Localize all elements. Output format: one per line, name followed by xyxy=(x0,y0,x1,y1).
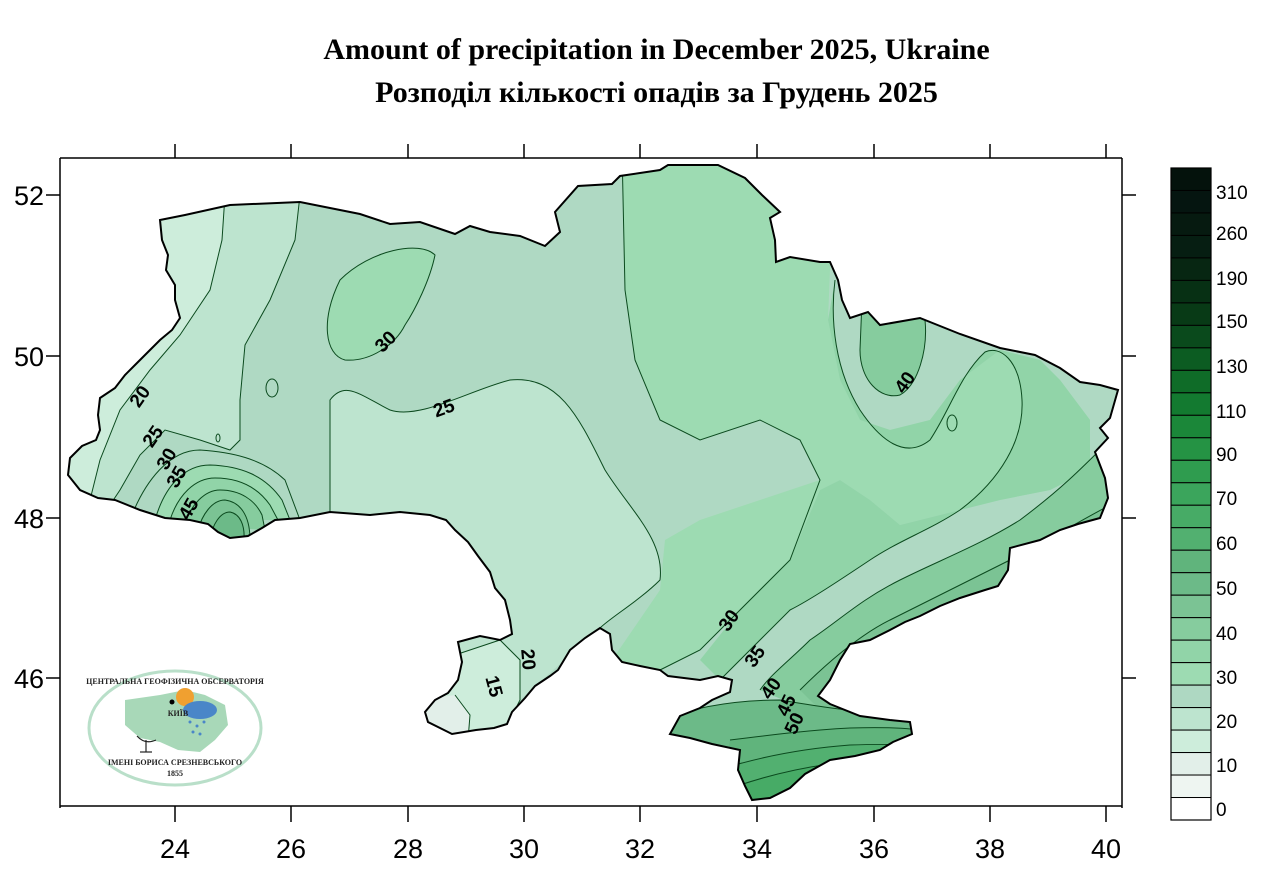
legend-band xyxy=(1170,369,1212,394)
legend-band xyxy=(1170,707,1212,731)
contour-label: 20 xyxy=(516,648,539,671)
legend-band xyxy=(1170,774,1212,799)
chart-title-ukrainian: Розподіл кількості опадів за Грудень 202… xyxy=(375,76,938,109)
x-tick-label: 34 xyxy=(742,834,772,864)
y-tick-label: 50 xyxy=(14,342,44,372)
x-tick-label: 38 xyxy=(975,834,1005,864)
y-tick-label: 48 xyxy=(14,504,44,534)
legend-label: 90 xyxy=(1216,445,1237,466)
legend-band xyxy=(1170,617,1212,641)
legend-band xyxy=(1170,684,1212,709)
x-tick-label: 40 xyxy=(1091,834,1121,864)
y-tick-label: 52 xyxy=(14,181,44,211)
legend-label: 150 xyxy=(1216,312,1248,333)
legend-label: 110 xyxy=(1216,402,1246,423)
legend-label: 30 xyxy=(1216,668,1237,689)
legend-label: 50 xyxy=(1216,579,1237,600)
y-axis-labels: 52 50 48 46 xyxy=(14,181,44,694)
legend-band xyxy=(1170,482,1212,506)
x-axis-ticks xyxy=(174,144,1107,822)
x-tick-label: 28 xyxy=(393,834,423,864)
x-tick-label: 36 xyxy=(859,834,889,864)
legend-label: 0 xyxy=(1216,800,1227,821)
logo-bottom-text: ІМЕНІ БОРИСА СРЕЗНЕВСЬКОГО xyxy=(108,758,242,767)
legend-band xyxy=(1170,527,1212,551)
legend-band xyxy=(1170,639,1212,664)
logo-year: 1855 xyxy=(167,769,183,778)
x-tick-label: 32 xyxy=(625,834,655,864)
legend-label: 310 xyxy=(1216,183,1248,204)
legend-band xyxy=(1170,279,1212,304)
legend-label: 40 xyxy=(1216,624,1237,645)
legend-band xyxy=(1170,572,1212,596)
satellite-dish-icon xyxy=(136,735,157,753)
legend-label: 260 xyxy=(1216,224,1248,245)
x-axis-labels: 24 26 28 30 32 34 36 38 40 xyxy=(160,834,1121,864)
legend-band xyxy=(1170,414,1212,439)
legend-band xyxy=(1170,437,1212,461)
legend-band xyxy=(1170,347,1212,371)
plot-frame xyxy=(59,157,1123,808)
x-tick-label: 26 xyxy=(276,834,306,864)
legend-band xyxy=(1170,189,1212,214)
legend-band xyxy=(1170,504,1212,529)
legend-band xyxy=(1170,167,1212,191)
y-tick-label: 46 xyxy=(14,664,44,694)
legend-band xyxy=(1170,662,1212,686)
legend-label: 190 xyxy=(1216,269,1248,290)
legend-label: 70 xyxy=(1216,489,1237,510)
x-tick-label: 24 xyxy=(160,834,190,864)
y-axis-ticks xyxy=(46,194,1136,679)
x-tick-label: 30 xyxy=(509,834,539,864)
logo-top-text: ЦЕНТРАЛЬНА ГЕОФІЗИЧНА ОБСЕРВАТОРІЯ xyxy=(86,677,264,686)
legend-label: 130 xyxy=(1216,357,1248,378)
legend-label: 20 xyxy=(1216,712,1237,733)
legend-band xyxy=(1170,459,1212,484)
legend-band xyxy=(1170,324,1212,349)
legend-band xyxy=(1170,257,1212,281)
legend-band xyxy=(1170,797,1212,821)
legend-band xyxy=(1170,752,1212,776)
observatory-logo: ЦЕНТРАЛЬНА ГЕОФІЗИЧНА ОБСЕРВАТОРІЯ КИЇВ … xyxy=(86,669,264,787)
legend-band xyxy=(1170,392,1212,416)
legend-label: 10 xyxy=(1216,756,1237,777)
contour-lines xyxy=(84,165,1118,786)
legend-label: 60 xyxy=(1216,534,1237,555)
legend-band xyxy=(1170,549,1212,574)
colorbar-legend: 310 260 190 150 130 110 90 70 60 50 40 3… xyxy=(1170,167,1248,821)
legend-band xyxy=(1170,212,1212,236)
chart-title-english: Amount of precipitation in December 2025… xyxy=(323,33,990,66)
legend-band xyxy=(1170,594,1212,619)
legend-band xyxy=(1170,302,1212,326)
legend-band xyxy=(1170,234,1212,259)
logo-city-text: КИЇВ xyxy=(168,709,189,718)
legend-band xyxy=(1170,729,1212,754)
